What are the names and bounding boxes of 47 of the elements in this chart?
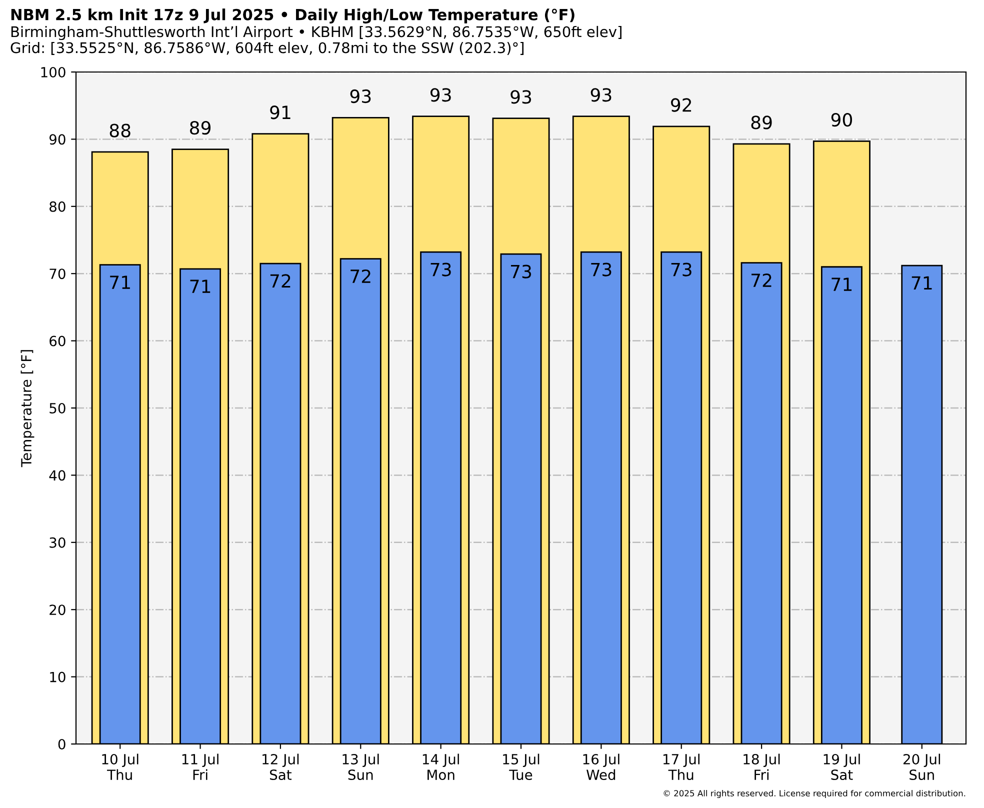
x-tick-label: 17 Jul Thu [663,754,700,780]
data-label: 71 [190,280,210,293]
data-label: 72 [270,274,290,288]
y-tick-label: 90 [49,134,66,145]
data-label: 72 [752,273,772,287]
data-label: 93 [590,88,612,102]
data-label: 91 [270,106,290,120]
x-tick-label: 20 Jul Sun [903,754,940,780]
data-label: 73 [510,264,532,278]
data-label: 92 [671,98,692,112]
x-tick-label: 11 Jul Fri [182,754,218,780]
data-label: 89 [190,121,210,135]
data-label: 93 [350,89,371,104]
x-tick-label: 19 Jul Sat [824,754,860,780]
y-tick-label: 80 [50,201,66,212]
data-label: 93 [510,90,532,104]
x-tick-label: 14 Jul Mon [422,754,459,780]
x-tick-label: 13 Jul Sun [342,754,379,780]
data-label: 71 [110,276,130,289]
y-tick-label: 30 [50,537,66,548]
chart-title: NBM 2.5 km Init 17z 9 Jul 2025 • Daily High/Low Temperature (°F) [11,8,574,24]
data-label: 90 [831,112,852,127]
y-tick-label: 70 [50,268,66,280]
x-tick-label: 16 Jul Wed [583,754,620,780]
x-tick-label: 10 Jul Thu [102,754,138,780]
data-label: 73 [671,262,692,276]
data-label: 71 [912,276,932,290]
data-label: 93 [430,88,451,102]
y-tick-label: 40 [49,470,66,481]
y-axis-title: Temperature [°F] [20,350,34,468]
y-tick-label: 20 [50,604,66,616]
x-tick-label: 15 Jul Tue [503,754,540,780]
y-tick-label: 0 [58,738,66,750]
data-label: 71 [832,278,852,291]
text: © 2025 All rights reserved. License required for commercial distribution. [664,790,966,798]
y-tick-label: 60 [50,336,66,346]
chart-subtitle: Birmingham-Shuttlesworth Int’l Airport • KBHM [33.5629°N, 86.7535°W, 650ft elev] Grid: [33.5525°N, 86.7586°W, 604ft elev, 0.78mi to the SSW (202.3)°] [10,26,622,55]
data-label: 73 [591,262,612,276]
data-label: 72 [350,269,370,283]
x-tick-label: 12 Jul Sat [262,754,299,780]
data-label: 73 [430,262,451,276]
y-tick-label: 50 [50,402,66,414]
data-label: 89 [751,116,772,130]
y-tick-label: 100 [41,66,66,78]
x-tick-label: 18 Jul Fri [744,754,780,780]
data-label: 88 [110,124,130,138]
y-tick-label: 10 [50,672,66,682]
